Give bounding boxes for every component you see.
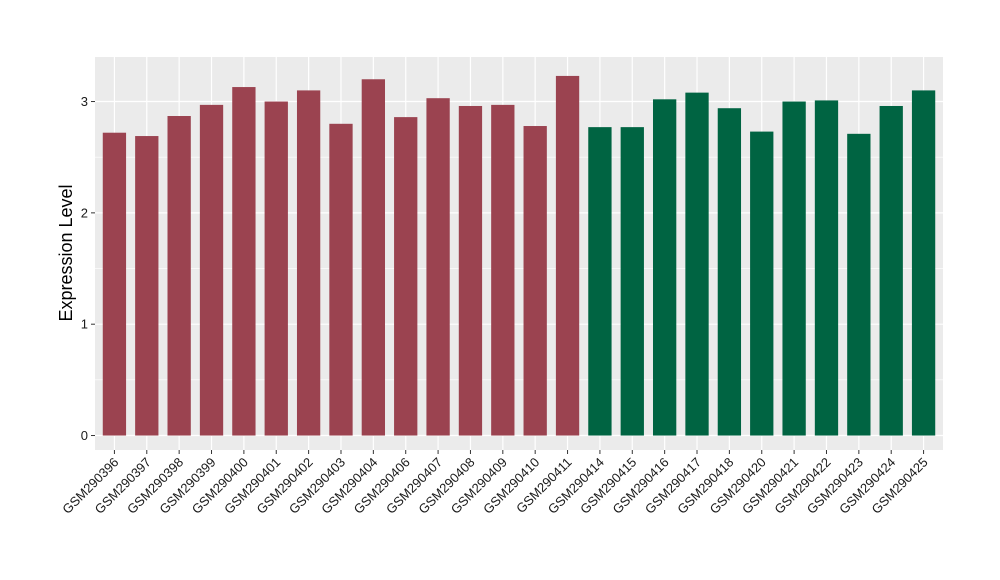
bar-GSM290410 (523, 126, 547, 436)
bar-GSM290399 (199, 104, 224, 436)
bar-GSM290408 (458, 105, 483, 436)
bar-GSM290423 (847, 133, 871, 436)
y-axis-title: Expression Level (56, 184, 76, 321)
bar-GSM290416 (652, 99, 677, 436)
bar-GSM290402 (296, 90, 321, 436)
bar-GSM290422 (814, 100, 839, 436)
bar-GSM290398 (167, 116, 191, 436)
bar-GSM290417 (685, 92, 709, 436)
bar-GSM290400 (232, 87, 256, 436)
bar-GSM290421 (782, 101, 806, 436)
x-axis: GSM290396GSM290397GSM290398GSM290399GSM2… (59, 450, 931, 517)
bar-GSM290414 (588, 127, 612, 436)
y-tick-label: 1 (81, 317, 88, 332)
bars-group (102, 75, 936, 436)
bar-GSM290409 (491, 104, 515, 436)
bar-GSM290406 (394, 117, 418, 436)
bar-GSM290420 (750, 131, 774, 436)
bar-GSM290415 (620, 127, 644, 436)
bar-GSM290418 (717, 108, 742, 436)
bar-GSM290396 (102, 132, 127, 436)
bar-GSM290407 (426, 98, 450, 436)
y-axis: 0 1 2 3 (81, 94, 95, 443)
bar-GSM290401 (264, 101, 288, 436)
bar-GSM290424 (879, 105, 903, 436)
bar-GSM290403 (329, 123, 353, 436)
y-tick-label: 0 (81, 428, 88, 443)
y-tick-label: 3 (81, 94, 88, 109)
bar-GSM290425 (911, 90, 936, 436)
y-tick-label: 2 (81, 205, 88, 220)
bar-GSM290411 (555, 75, 580, 436)
bar-GSM290397 (135, 136, 159, 436)
bar-GSM290404 (361, 79, 386, 436)
